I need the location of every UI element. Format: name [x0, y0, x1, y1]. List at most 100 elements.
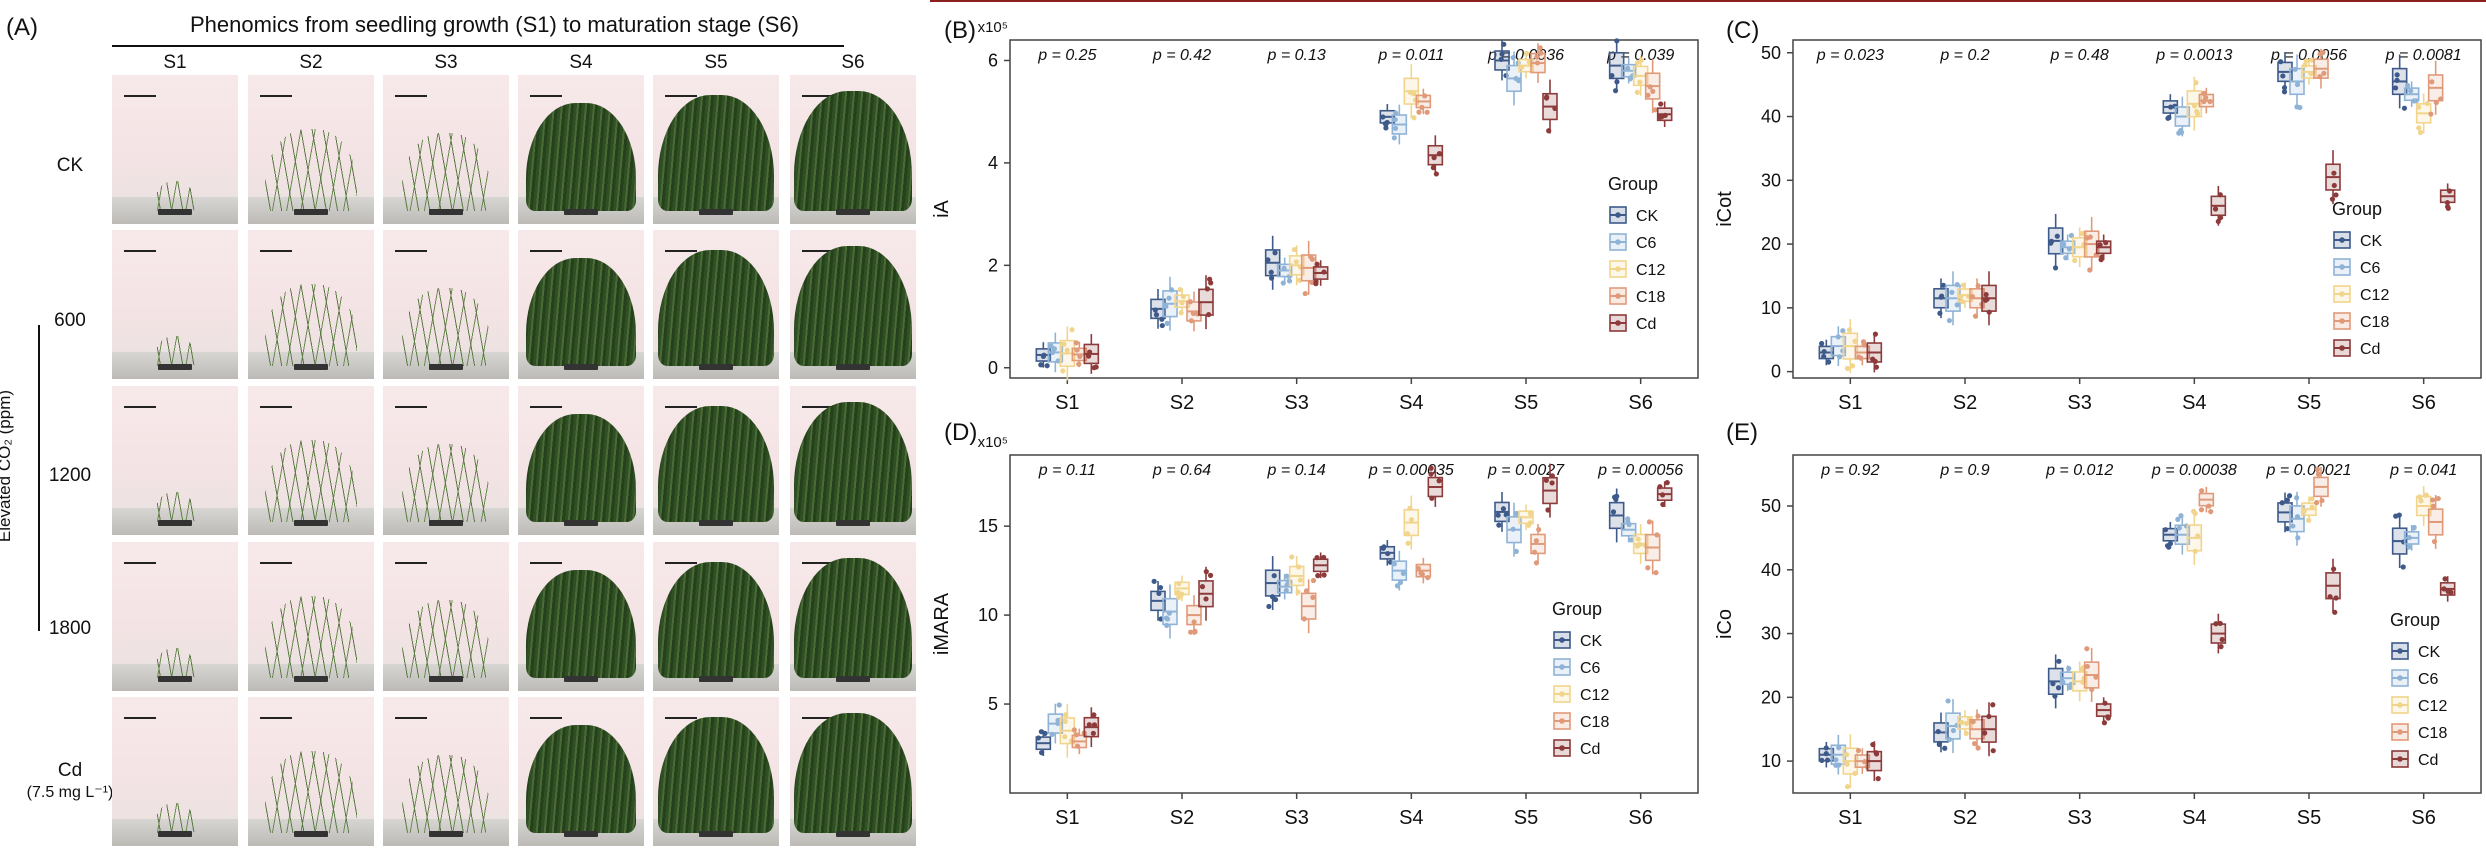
photo-cd-s6	[790, 697, 916, 846]
data-point	[1385, 550, 1391, 557]
pot	[836, 209, 870, 216]
data-point	[2333, 595, 2339, 601]
data-point	[2294, 514, 2301, 520]
data-point	[2060, 679, 2066, 685]
photo-1800-s1	[112, 542, 238, 691]
box-e-s6-ck	[2391, 512, 2408, 570]
box-e-s5-ck	[2277, 492, 2293, 533]
pot	[564, 676, 598, 683]
data-point	[2329, 196, 2336, 202]
data-point	[1272, 250, 1278, 256]
data-point	[1056, 702, 1062, 708]
scale-bar	[395, 250, 427, 252]
data-point	[1824, 757, 1831, 763]
data-point	[1301, 616, 1307, 622]
data-point	[2166, 114, 2172, 121]
panel-label-e: (E)	[1726, 419, 1758, 446]
data-point	[1187, 299, 1193, 305]
data-point	[1969, 294, 1976, 300]
box-c-s6-ck	[2391, 54, 2408, 111]
row-label-cd-concentration: (7.5 mg L⁻¹)	[26, 784, 114, 801]
x-tick-label-s6: S6	[1628, 807, 1652, 829]
x-tick-label-s4: S4	[2182, 807, 2206, 829]
data-point	[2319, 497, 2325, 504]
data-point	[2448, 589, 2454, 595]
box-e-s2-cd	[1981, 702, 1997, 757]
data-point	[2292, 66, 2298, 72]
box-c-s2-ck	[1933, 278, 1949, 319]
p-value-s4: p = 0.011	[1377, 47, 1444, 64]
chart-e: (E) 10 20 30 40 50 iCo S1 p = 0.92 S2 p = 0.9 S3 p =…	[1714, 419, 2482, 829]
data-point	[2063, 255, 2069, 261]
legend-swatch-dot	[1559, 691, 1565, 697]
data-point	[1637, 79, 1643, 85]
scale-bar	[260, 406, 292, 408]
legend-swatch-dot	[1615, 266, 1621, 272]
data-point	[1203, 569, 1209, 575]
data-point	[1936, 741, 1942, 748]
axis-multiplier: x10⁵	[978, 19, 1008, 36]
data-point	[1496, 522, 1502, 528]
data-point	[1510, 526, 1516, 532]
data-point	[1156, 590, 1162, 597]
x-tick-label-s3: S3	[1284, 807, 1308, 829]
data-point	[1397, 579, 1404, 586]
row-label-ck: CK	[56, 155, 84, 176]
legend-label-c6: C6	[2418, 671, 2439, 688]
box-d-s1-c6	[1047, 702, 1064, 744]
data-point	[1281, 265, 1287, 271]
data-point	[1204, 286, 1211, 292]
rice-plant	[658, 561, 774, 678]
stage-header-s6: S6	[841, 52, 865, 73]
y-tick-label: 4	[988, 153, 998, 173]
data-point	[1873, 751, 1880, 757]
data-point	[1660, 501, 1666, 508]
rice-plant	[155, 647, 195, 678]
data-point	[2281, 85, 2288, 91]
pot	[294, 364, 328, 371]
x-tick-label-s1: S1	[1838, 392, 1862, 414]
data-point	[1855, 747, 1862, 754]
data-point	[2417, 494, 2423, 500]
data-point	[2199, 488, 2205, 494]
pot	[836, 364, 870, 371]
data-point	[1076, 361, 1082, 367]
data-point	[1545, 507, 1551, 513]
data-point	[2050, 681, 2056, 687]
data-point	[2087, 234, 2093, 240]
data-point	[2193, 80, 2199, 86]
scale-bar	[665, 406, 697, 408]
box-d-s2-c6	[1162, 584, 1178, 639]
box-b-s5-c18	[1530, 43, 1546, 83]
x-tick-label-s3: S3	[2067, 807, 2091, 829]
data-point	[2433, 99, 2439, 106]
data-point	[1293, 259, 1299, 265]
data-point	[2423, 492, 2430, 498]
data-point	[2213, 621, 2219, 627]
data-point	[2192, 548, 2198, 554]
data-point	[2103, 240, 2109, 246]
data-point	[2068, 232, 2075, 239]
data-point	[1984, 296, 1990, 302]
data-point	[1391, 135, 1397, 141]
data-point	[2444, 199, 2451, 206]
p-value-s2: p = 0.9	[1939, 462, 1989, 479]
data-point	[2099, 254, 2105, 260]
data-point	[1495, 512, 1501, 518]
scale-bar	[802, 406, 834, 408]
data-point	[1284, 582, 1290, 588]
data-point	[1265, 257, 1271, 263]
data-point	[1159, 316, 1165, 322]
data-point	[1990, 702, 1996, 708]
data-point	[2206, 503, 2212, 509]
data-point	[2284, 497, 2290, 503]
x-tick-label-s1: S1	[1055, 392, 1079, 414]
data-point	[1959, 298, 1966, 305]
panel-label-c: (C)	[1726, 17, 1759, 44]
pot	[429, 520, 463, 527]
legend-label-ck: CK	[1636, 208, 1659, 225]
y-tick-label: 5	[988, 694, 998, 714]
scale-bar	[124, 562, 156, 564]
rice-plant	[155, 491, 195, 522]
data-point	[1635, 536, 1641, 542]
